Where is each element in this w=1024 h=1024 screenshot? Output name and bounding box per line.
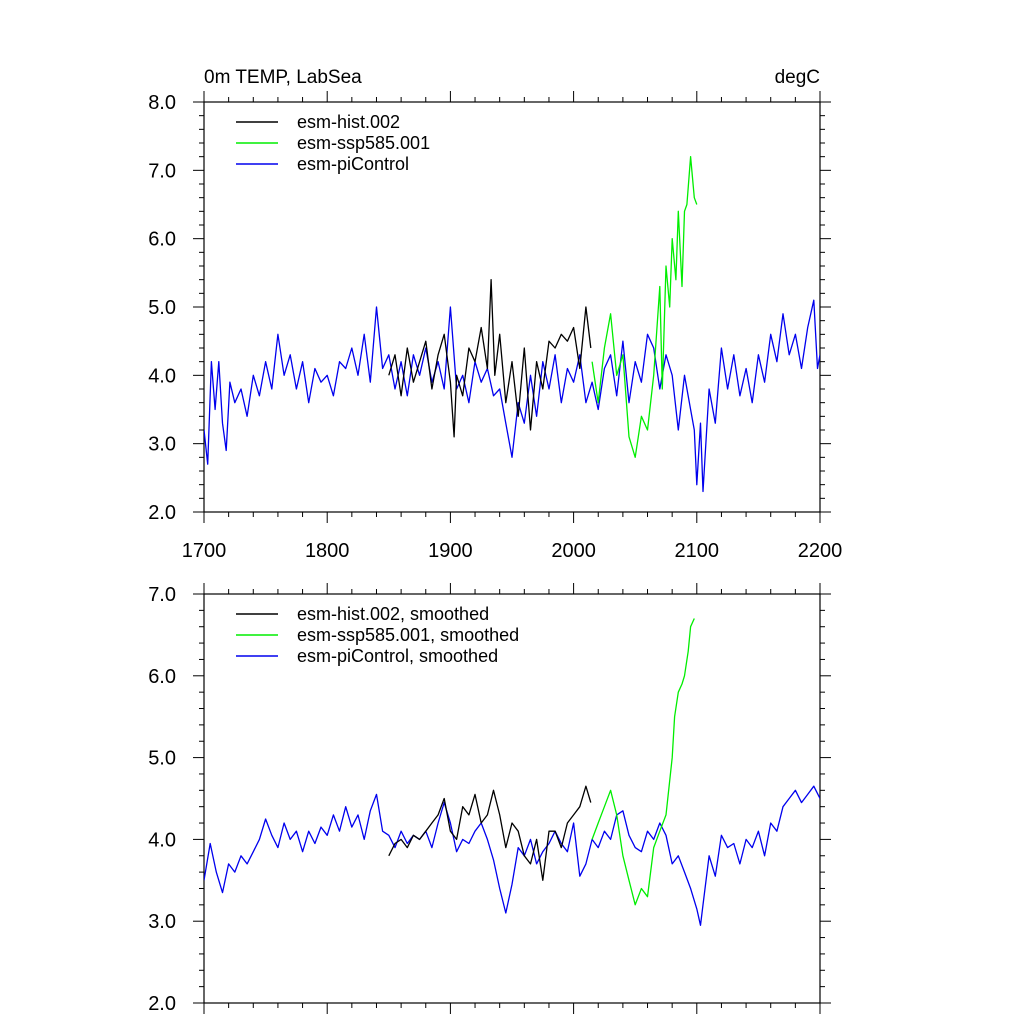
series-line-ssp xyxy=(591,156,698,458)
legend-label-hist: esm-hist.002 xyxy=(297,112,400,132)
series-line-hist xyxy=(388,785,592,881)
y-tick-label: 3.0 xyxy=(148,434,176,456)
y-tick-label: 4.0 xyxy=(148,829,176,851)
x-tick-label: 2200 xyxy=(798,540,843,562)
y-tick-label: 5.0 xyxy=(148,297,176,319)
plot-title: 0m TEMP, LabSea xyxy=(204,67,362,88)
legend-label-ssp: esm-ssp585.001, smoothed xyxy=(297,625,519,645)
y-tick-label: 6.0 xyxy=(148,229,176,251)
y-tick-label: 2.0 xyxy=(148,502,176,524)
x-tick-label: 1700 xyxy=(182,540,227,562)
series-line-pi xyxy=(204,785,820,926)
y-tick-label: 8.0 xyxy=(148,92,176,114)
series-line-pi xyxy=(204,299,820,493)
series-line-ssp xyxy=(591,618,695,906)
y-tick-label: 4.0 xyxy=(148,365,176,387)
y-tick-label: 7.0 xyxy=(148,160,176,182)
bottom-panel-smoothed: 2.0 3.0 4.0 5.0 6.0 7.0 esm-hist.002, smoothed… xyxy=(148,583,831,1015)
y-tick-label: 7.0 xyxy=(148,584,176,606)
y-tick-label: 2.0 xyxy=(148,993,176,1015)
y-tick-label: 5.0 xyxy=(148,748,176,770)
y-tick-label: 3.0 xyxy=(148,911,176,933)
x-tick-label: 2100 xyxy=(675,540,720,562)
x-tick-label: 1900 xyxy=(428,540,473,562)
units-label: degC xyxy=(775,67,820,88)
legend-label-ssp: esm-ssp585.001 xyxy=(297,133,430,153)
x-tick-label: 2000 xyxy=(551,540,596,562)
legend-label-pi: esm-piControl, smoothed xyxy=(297,646,498,666)
y-tick-label: 6.0 xyxy=(148,666,176,688)
x-tick-label: 1800 xyxy=(305,540,350,562)
top-panel-raw: 1700 1800 1900 2000 2100 2200 2.0 3.0 4.0 5.0 6.0 7… xyxy=(148,91,842,562)
series-line-hist xyxy=(388,279,592,438)
legend-label-hist: esm-hist.002, smoothed xyxy=(297,604,489,624)
legend-label-pi: esm-piControl xyxy=(297,154,409,174)
